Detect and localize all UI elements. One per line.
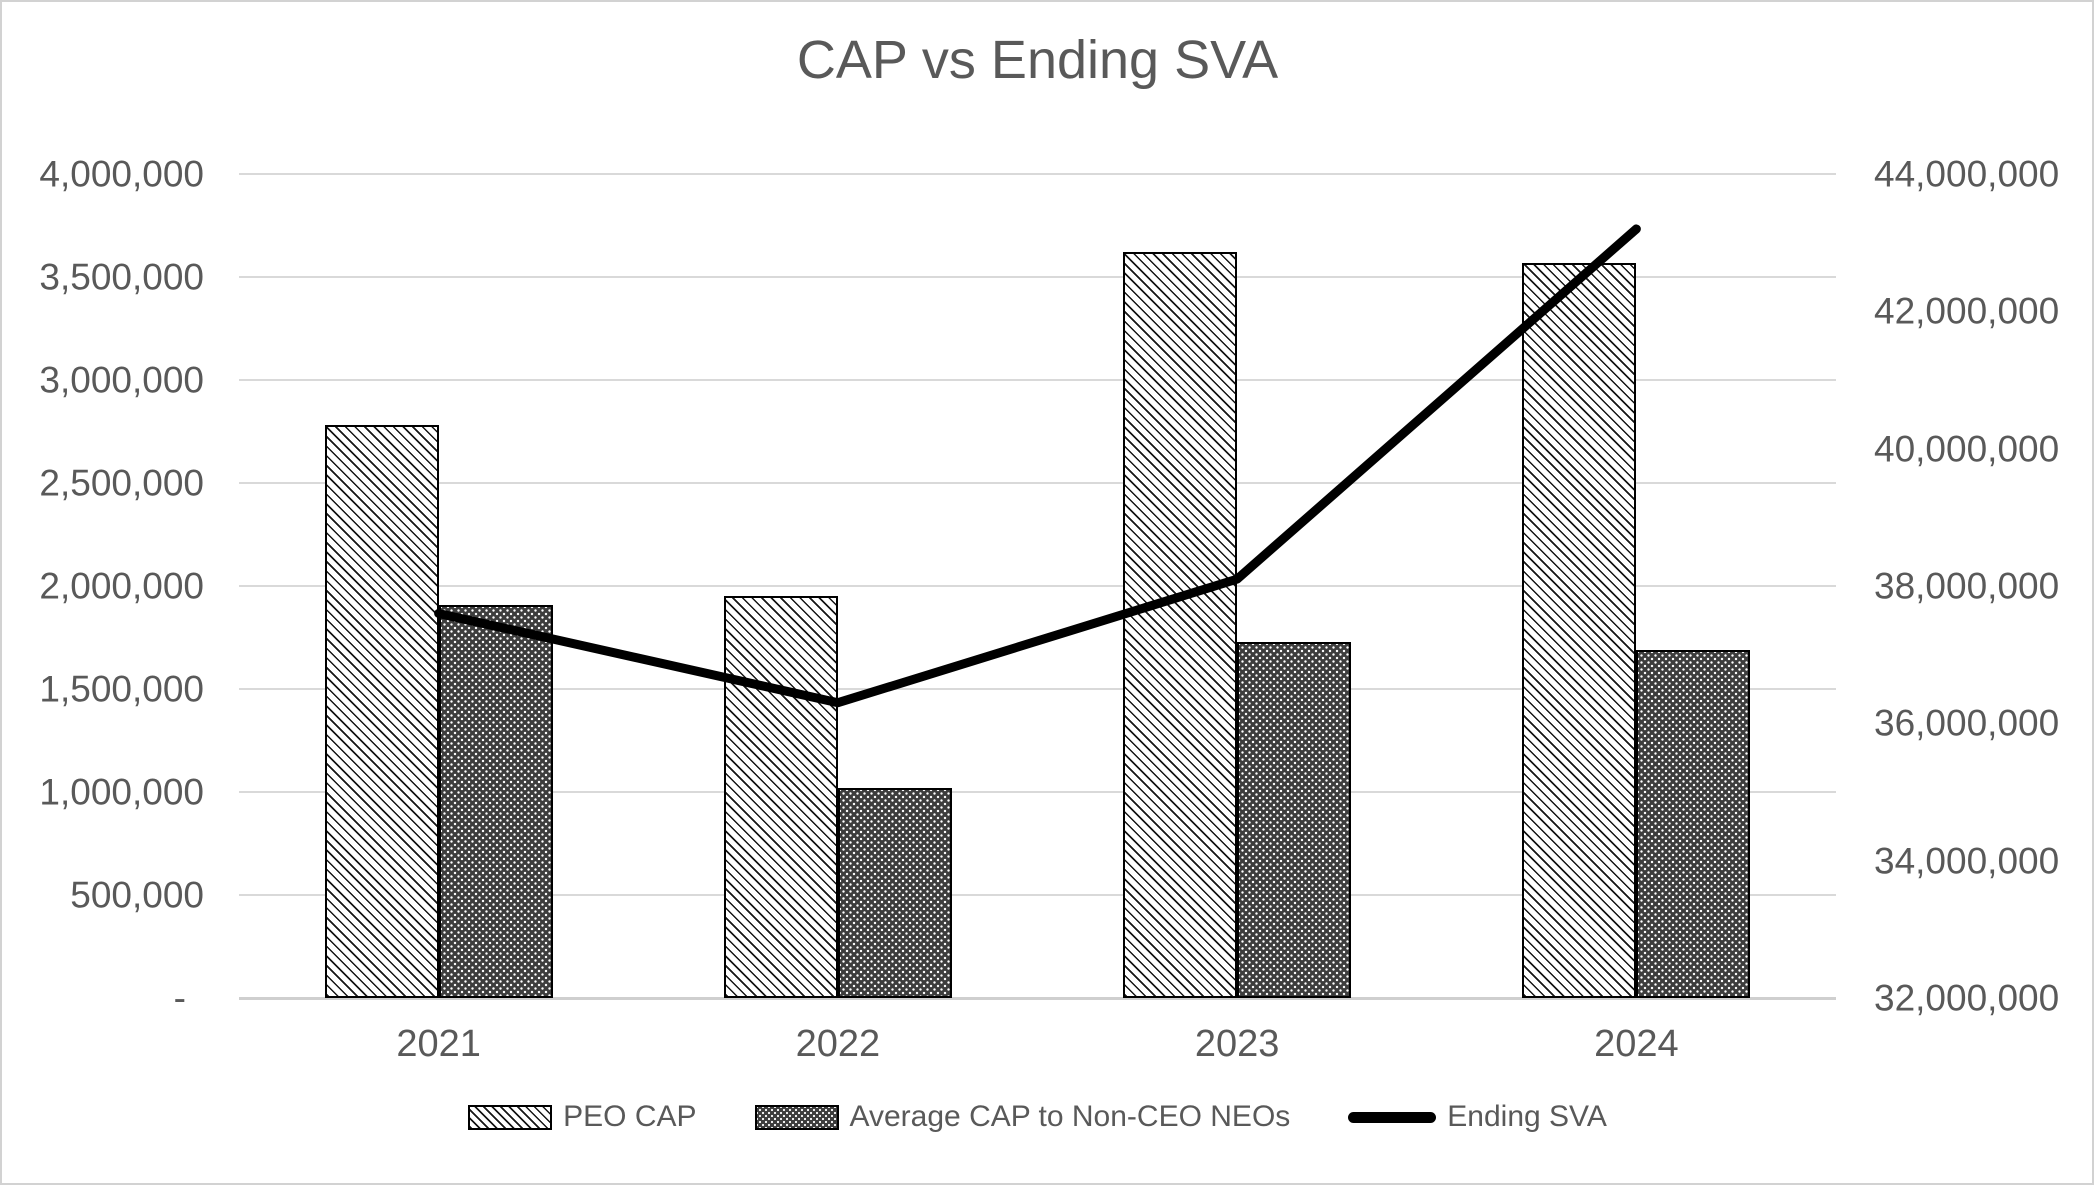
legend: PEO CAP Average CAP to Non-CEO NEOs Ending…	[239, 1100, 1836, 1134]
bar-peo-cap-2023	[1123, 252, 1238, 998]
ending-sva-line	[434, 224, 1641, 708]
chart-title: CAP vs Ending SVA	[796, 30, 1279, 90]
x-axis-line	[239, 997, 1836, 1000]
gridline	[239, 585, 1836, 587]
gridline	[239, 482, 1836, 484]
legend-item: Ending SVA	[1348, 1100, 1607, 1134]
plot-area	[239, 173, 1836, 1000]
gridline	[239, 791, 1836, 793]
bar-average-cap-to-non-ceo-neos-2023	[1237, 641, 1352, 998]
legend-line-swatch-icon	[1348, 1111, 1437, 1123]
gridline	[239, 276, 1836, 278]
left-axis: 4,000,000 3,500,000 3,000,000 2,500,000 2,00…	[2, 2, 204, 1183]
x-axis-category-label: 2021	[396, 1023, 481, 1065]
legend-swatch-icon	[754, 1104, 839, 1130]
x-axis-category-label: 2024	[1594, 1023, 1679, 1065]
bar-average-cap-to-non-ceo-neos-2024	[1636, 649, 1751, 998]
x-axis-category-label: 2022	[795, 1023, 881, 1065]
right-axis-tick-label: 44,000,000	[1874, 153, 2060, 195]
left-axis-tick-label: 2,000,000	[39, 565, 204, 607]
line-series-layer	[434, 224, 1641, 708]
right-axis-tick-label: 32,000,000	[1874, 977, 2060, 1019]
gridline	[239, 379, 1836, 381]
gridline	[239, 173, 1836, 175]
right-axis-tick-label: 40,000,000	[1874, 428, 2060, 470]
gridline	[239, 894, 1836, 896]
left-axis-tick-label: 3,000,000	[39, 359, 204, 401]
bar-peo-cap-2022	[723, 596, 838, 998]
x-axis: 2021 2022 2023 2024	[2, 1024, 2092, 1068]
bar-peo-cap-2021	[324, 425, 439, 998]
legend-label: Ending SVA	[1447, 1100, 1607, 1133]
bar-average-cap-to-non-ceo-neos-2021	[438, 604, 553, 998]
bar-average-cap-to-non-ceo-neos-2022	[837, 787, 952, 998]
legend-swatch-icon	[468, 1104, 553, 1130]
left-axis-tick-label: -	[173, 977, 186, 1019]
legend-item: Average CAP to Non-CEO NEOs	[754, 1100, 1291, 1134]
x-axis-category-label: 2023	[1194, 1023, 1280, 1065]
legend-label: PEO CAP	[563, 1100, 697, 1133]
left-axis-tick-label: 4,000,000	[39, 153, 204, 195]
right-axis-tick-label: 42,000,000	[1874, 290, 2060, 332]
left-axis-tick-label: 1,500,000	[39, 668, 204, 710]
bar-peo-cap-2024	[1522, 262, 1637, 998]
left-axis-tick-label: 1,000,000	[39, 771, 204, 813]
right-axis-tick-label: 38,000,000	[1874, 565, 2060, 607]
left-axis-tick-label: 3,500,000	[39, 256, 204, 298]
legend-label: Average CAP to Non-CEO NEOs	[849, 1100, 1291, 1133]
left-axis-tick-label: 500,000	[70, 874, 204, 916]
right-axis: 44,000,000 42,000,000 40,000,000 38,000,000…	[1874, 2, 2094, 1183]
right-axis-tick-label: 34,000,000	[1874, 840, 2060, 882]
right-axis-tick-label: 36,000,000	[1874, 702, 2060, 744]
left-axis-tick-label: 2,500,000	[39, 462, 204, 504]
gridline	[239, 688, 1836, 690]
legend-item: PEO CAP	[468, 1100, 697, 1134]
